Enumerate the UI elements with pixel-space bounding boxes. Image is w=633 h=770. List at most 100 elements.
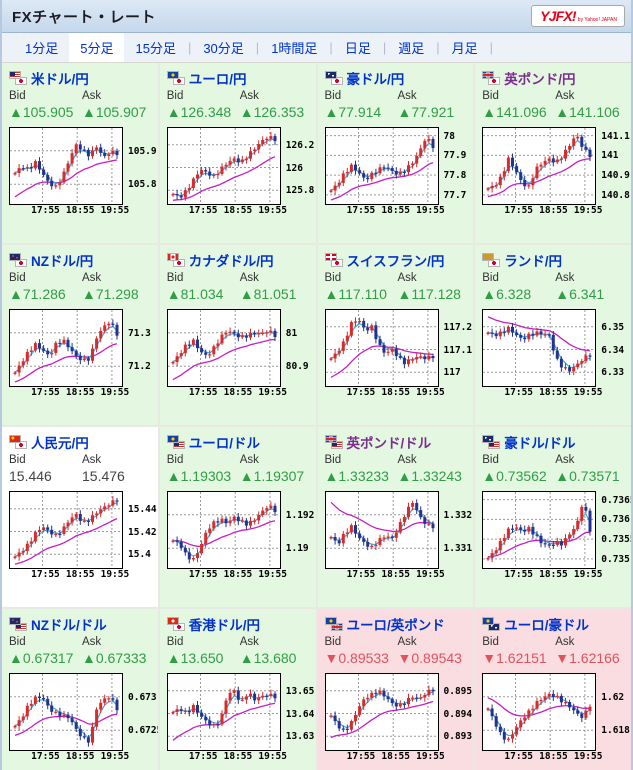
y-tick-label: 141.1 [601,130,630,142]
bid-label: Bid [482,90,499,102]
tab-月足[interactable]: 月足 [451,41,478,56]
pair-name-link[interactable]: ユーロ/豪ドル [504,618,590,633]
pair-header: ユーロ/英ポンド [324,615,472,633]
ask-label: Ask [555,636,575,648]
flag-pair-icon [324,617,343,631]
x-tick-label: 18:55 [381,205,410,216]
y-tick-label: 1.618 [601,725,630,737]
bid-ask-values: ▲0.67317 ▲0.67333 [9,650,156,669]
y-tick-label: 77.7 [443,189,467,201]
tab-separator: | [489,40,494,55]
pair-header: 豪ドル/ドル [482,433,629,451]
x-tick-label: 18:55 [381,569,410,580]
bid-ask-labels: Bid Ask [9,90,156,104]
bid-value: ▲126.348 [166,104,232,120]
tab-separator: | [255,40,260,55]
ask-value: ▲0.67333 [82,650,147,666]
pair-name-link[interactable]: 香港ドル/円 [188,618,261,633]
chart-row: 78 77.9 77.8 77.7 [324,127,474,205]
flag-icon-jp [15,441,27,449]
x-tick-label: 19:55 [258,205,287,216]
bid-label: Bid [166,90,184,102]
chart-y-axis-labels: 78 77.9 77.8 77.7 [439,127,474,205]
pair-name-link[interactable]: 豪ドル/円 [346,72,405,87]
flag-icon-us [172,441,185,449]
chart-y-axis-labels: 126.2 126 125.8 [281,127,316,205]
ask-value: 15.476 [82,468,125,484]
pair-name-link[interactable]: 英ポンド/円 [504,72,576,87]
flag-pair-icon [9,253,27,267]
bid-label: Bid [166,454,184,466]
pair-name-link[interactable]: 英ポンド/ドル [346,436,432,451]
candlestick-chart [9,673,123,751]
chart-x-axis-labels: 17:55 18:55 19:55 [482,569,602,582]
flag-pair-icon [9,617,27,631]
x-tick-label: 19:55 [258,387,287,398]
pair-name-link[interactable]: カナダドル/円 [188,254,274,269]
bid-value: ▲6.328 [482,286,532,302]
ask-label: Ask [397,636,417,648]
flag-pair-icon [482,71,501,85]
pair-name-link[interactable]: ランド/円 [504,254,563,269]
currency-panel-香港ドル/円: 香港ドル/円 Bid Ask ▲13.650 ▲13.680 13.65 13.6… [159,609,316,770]
tab-1分足[interactable]: 1分足 [25,41,59,56]
pair-name-link[interactable]: 人民元/円 [31,436,89,451]
yjfx-logo-text: YJFX! [540,8,576,24]
flag-pair-icon [324,253,343,267]
tab-日足[interactable]: 日足 [344,41,371,56]
x-tick-label: 18:55 [381,751,410,762]
bid-ask-labels: Bid Ask [325,272,472,286]
y-tick-label: 0.736 [601,514,630,526]
ask-label: Ask [82,636,102,648]
chart-x-axis-labels: 17:55 18:55 19:55 [482,751,602,764]
ask-label: Ask [555,90,575,102]
flag-icon-gb [482,71,495,79]
pair-header: 香港ドル/円 [166,615,314,633]
candlestick-chart [166,127,281,205]
pair-name-link[interactable]: ユーロ/円 [188,72,247,87]
pair-header: ユーロ/ドル [166,433,314,451]
flag-icon-eu [324,617,337,625]
bid-value: ▲71.286 [9,286,66,302]
currency-panel-人民元/円: 人民元/円 Bid Ask 15.446 15.476 15.44 15.42 15… [2,427,158,607]
tab-5分足[interactable]: 5分足 [69,33,125,62]
chart-x-axis-labels: 17:55 18:55 19:55 [9,751,129,764]
pair-header: ランド/円 [482,251,629,269]
x-tick-label: 19:55 [258,569,287,580]
candlestick-chart [482,309,597,387]
y-tick-label: 140.8 [601,189,630,201]
x-tick-label: 17:55 [504,569,534,580]
chart-y-axis-labels: 141.1 141 140.9 140.8 [596,127,631,205]
pair-header: カナダドル/円 [166,251,314,269]
x-tick-label: 17:55 [31,569,60,580]
x-tick-label: 18:55 [223,205,253,216]
pair-name-link[interactable]: ユーロ/ドル [188,436,261,451]
pair-name-link[interactable]: NZドル/ドル [31,618,107,633]
x-tick-label: 17:55 [504,387,534,398]
pair-name-link[interactable]: スイスフラン/円 [346,254,445,269]
chart-row: 71.3 71.2 [9,309,156,387]
tab-30分足[interactable]: 30分足 [203,41,244,56]
pair-name-link[interactable]: NZドル/円 [31,254,94,269]
currency-panel-ユーロ/豪ドル: ユーロ/豪ドル Bid Ask ▼1.62151 ▼1.62166 1.62 1.… [475,609,631,770]
tab-separator: | [436,40,440,55]
pair-name-link[interactable]: 米ドル/円 [31,72,89,87]
currency-panel-ユーロ/ドル: ユーロ/ドル Bid Ask ▲1.19303 ▲1.19307 1.192 1.… [159,427,316,607]
y-tick-label: 117.1 [443,344,473,356]
y-tick-label: 0.673 [128,691,157,703]
chart-y-axis-labels: 13.65 13.64 13.63 [281,673,316,751]
pair-name-link[interactable]: 豪ドル/ドル [504,436,576,451]
chart-y-axis-labels: 0.673 0.6725 [123,673,158,751]
candlestick-chart [9,309,123,387]
tab-15分足[interactable]: 15分足 [135,41,176,56]
yjfx-logo[interactable]: YJFX! by Yahoo! JAPAN [531,5,625,27]
pair-name-link[interactable]: ユーロ/英ポンド [346,618,445,633]
y-tick-label: 77.8 [443,170,467,182]
tab-1時間足[interactable]: 1時間足 [271,41,318,56]
bid-label: Bid [324,90,342,102]
y-tick-label: 71.3 [128,327,151,339]
y-tick-label: 125.8 [285,185,315,197]
candlestick-chart [482,491,597,569]
tab-週足[interactable]: 週足 [398,41,425,56]
ask-value: ▲71.298 [82,286,139,302]
